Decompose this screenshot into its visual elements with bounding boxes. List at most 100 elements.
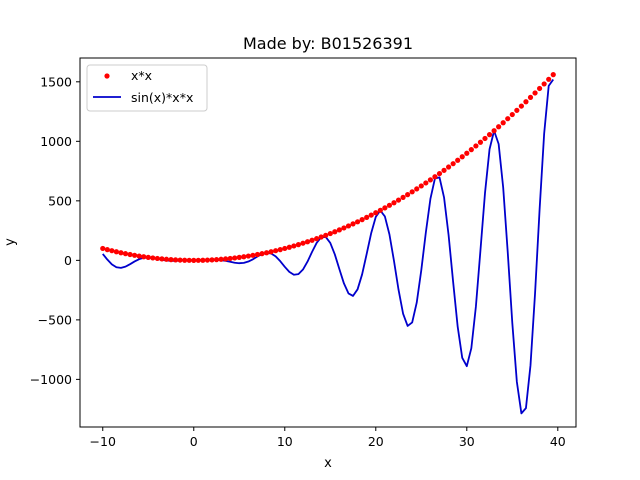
data-point-x-x: [386, 202, 393, 208]
data-point-x-x: [450, 161, 456, 167]
data-point-x-x: [518, 103, 524, 109]
data-point-x-x: [359, 217, 365, 223]
data-point-x-x: [309, 237, 315, 243]
data-point-x-x: [418, 183, 424, 189]
data-point-x-x: [141, 254, 147, 260]
data-point-x-x: [332, 229, 338, 235]
data-point-x-x: [291, 243, 297, 249]
data-point-x-x: [227, 255, 233, 262]
data-point-x-x: [163, 256, 170, 262]
data-point-x-x: [250, 252, 256, 258]
data-point-x-x: [236, 254, 242, 260]
series-layer: [100, 72, 556, 415]
data-point-x-x: [304, 239, 311, 245]
data-point-x-x: [436, 170, 443, 177]
data-point-x-x: [136, 253, 142, 259]
data-point-x-x: [527, 94, 534, 100]
data-point-x-x: [414, 186, 420, 192]
data-point-x-x: [391, 200, 397, 206]
data-point-x-x: [295, 242, 302, 248]
x-tick-label: 0: [190, 434, 198, 449]
chart-title: Made by: B01526391: [243, 34, 413, 53]
data-point-x-x: [532, 90, 538, 96]
data-point-x-x: [122, 251, 129, 257]
data-point-x-x: [505, 116, 511, 122]
data-point-x-x: [550, 72, 556, 78]
data-point-x-x: [368, 212, 374, 218]
data-point-x-x: [377, 207, 383, 213]
data-point-x-x: [218, 256, 224, 262]
y-tick-label: 500: [48, 193, 72, 208]
data-point-x-x: [209, 257, 215, 263]
data-point-x-x: [314, 236, 320, 242]
data-point-x-x: [132, 252, 138, 258]
data-point-x-x: [195, 257, 201, 263]
x-tick-label: 20: [368, 434, 384, 449]
data-point-x-x: [277, 247, 283, 253]
x-axis-label: x: [324, 456, 332, 471]
data-point-x-x: [154, 255, 160, 262]
legend-marker-x2: [104, 73, 110, 79]
data-point-x-x: [409, 189, 415, 195]
data-point-x-x: [395, 197, 402, 203]
data-point-x-x: [182, 257, 188, 263]
data-point-x-x: [323, 232, 329, 238]
data-point-x-x: [341, 225, 347, 231]
data-point-x-x: [541, 81, 547, 87]
data-point-x-x: [200, 257, 206, 263]
x-tick-label: 40: [550, 434, 566, 449]
data-point-x-x: [546, 76, 552, 82]
y-tick-label: −1000: [30, 372, 72, 387]
legend: x*x sin(x)*x*x: [86, 64, 208, 112]
data-point-x-x: [427, 177, 433, 183]
data-point-x-x: [432, 174, 438, 180]
data-point-x-x: [241, 254, 247, 260]
data-point-x-x: [118, 250, 124, 256]
data-point-x-x: [509, 111, 515, 118]
data-point-x-x: [245, 253, 251, 259]
legend-box: [86, 64, 208, 112]
legend-label-x2: x*x: [131, 68, 152, 83]
data-point-x-x: [145, 254, 151, 260]
data-point-x-x: [172, 257, 179, 263]
data-point-x-x: [268, 249, 274, 255]
y-tick-label: 1500: [40, 74, 72, 89]
data-point-x-x: [336, 227, 342, 233]
data-point-x-x: [473, 143, 479, 149]
data-point-x-x: [159, 256, 165, 262]
data-point-x-x: [186, 257, 192, 263]
y-axis-ticks: −1000 −500 0 500 1000 1500: [30, 74, 80, 387]
data-point-x-x: [259, 251, 265, 257]
series-line-sin-x-x-x: [102, 79, 554, 415]
legend-label-sinx2: sin(x)*x*x: [131, 90, 193, 105]
data-point-x-x: [286, 244, 292, 250]
data-point-x-x: [232, 255, 238, 261]
data-point-x-x: [113, 249, 119, 255]
plot-frame: [79, 57, 577, 428]
data-point-x-x: [455, 157, 461, 163]
data-point-x-x: [204, 257, 211, 263]
x-tick-label: 10: [277, 434, 293, 449]
data-point-x-x: [104, 247, 110, 253]
data-point-x-x: [191, 257, 197, 263]
data-point-x-x: [300, 240, 306, 246]
data-point-x-x: [468, 147, 474, 153]
data-point-x-x: [496, 124, 502, 130]
y-tick-label: 1000: [40, 134, 72, 149]
data-point-x-x: [109, 248, 115, 254]
data-point-x-x: [464, 150, 470, 156]
data-point-x-x: [491, 128, 497, 134]
data-point-x-x: [423, 180, 429, 186]
data-point-x-x: [354, 219, 361, 225]
data-point-x-x: [100, 245, 106, 252]
x-axis-ticks: −10 0 10 20 30 40: [90, 427, 566, 449]
data-point-x-x: [350, 221, 356, 227]
data-point-x-x: [482, 135, 488, 142]
y-tick-label: −500: [38, 312, 72, 327]
data-point-x-x: [345, 223, 352, 229]
data-point-x-x: [477, 139, 484, 145]
data-point-x-x: [177, 257, 183, 263]
data-point-x-x: [459, 154, 465, 160]
x-tick-label: −10: [90, 434, 116, 449]
